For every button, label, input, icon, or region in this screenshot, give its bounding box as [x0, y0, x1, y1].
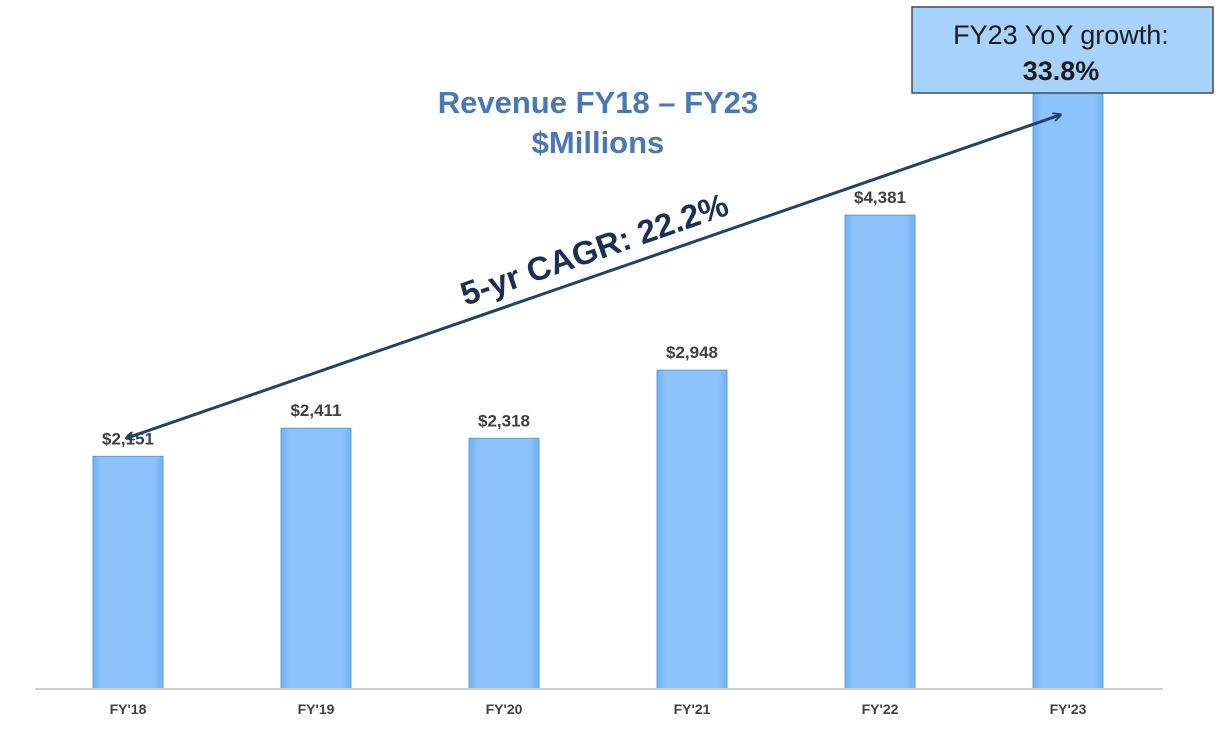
x-tick-label-fy19: FY'19 [298, 701, 335, 717]
value-label-fy20: $2,318 [478, 411, 530, 430]
yoy-growth-callout [911, 6, 1214, 94]
bar-fy19 [280, 427, 352, 690]
value-label-fy21: $2,948 [666, 343, 718, 362]
bar-fy23 [1032, 54, 1104, 690]
bar-fy22 [844, 214, 916, 690]
bar-fy21 [656, 369, 728, 690]
yoy-growth-label: FY23 YoY growth: [953, 20, 1169, 50]
chart-title: Revenue FY18 – FY23 [438, 85, 759, 120]
x-tick-label-fy22: FY'22 [862, 701, 899, 717]
x-tick-label-fy21: FY'21 [674, 701, 711, 717]
tick-labels-layer: FY'18 FY'19 FY'20 FY'21 FY'22 FY'23 [110, 701, 1087, 717]
value-label-fy22: $4,381 [854, 188, 906, 207]
x-tick-label-fy18: FY'18 [110, 701, 147, 717]
value-label-fy19: $2,411 [290, 401, 341, 420]
cagr-label: 5-yr CAGR: 22.2% [456, 186, 733, 313]
bar-fy20 [468, 437, 540, 690]
cagr-arrow [127, 115, 1060, 438]
yoy-growth-value: 33.8% [1023, 56, 1100, 86]
bar-fy18 [92, 455, 164, 690]
x-tick-label-fy23: FY'23 [1050, 701, 1087, 717]
chart-subtitle: $Millions [532, 125, 665, 160]
x-tick-label-fy20: FY'20 [486, 701, 523, 717]
